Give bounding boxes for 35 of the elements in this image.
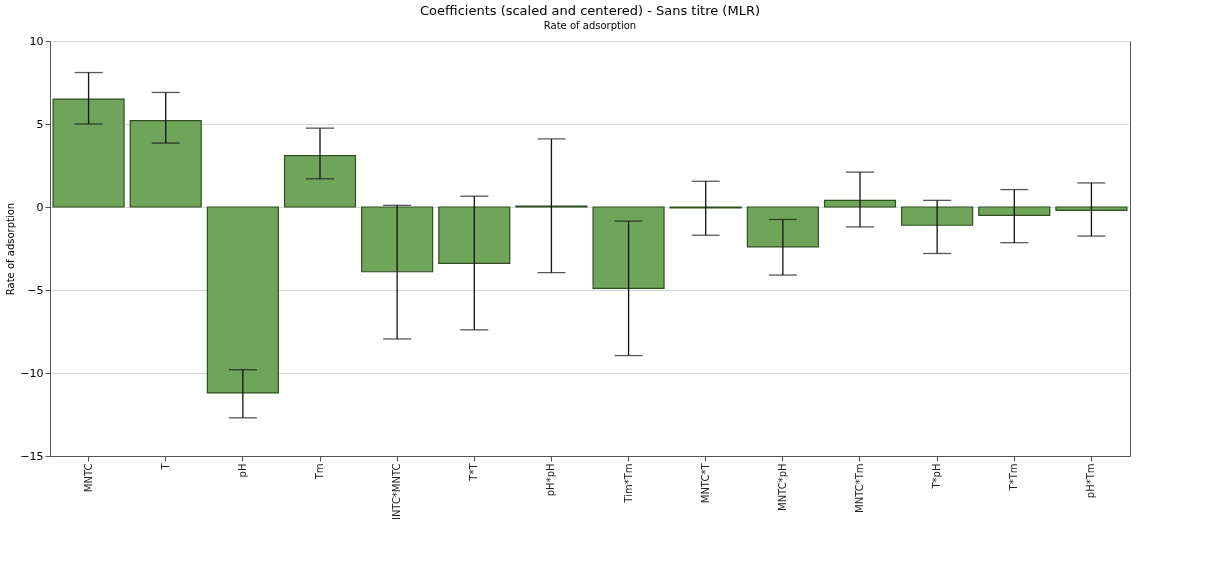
x-tick-label: T*T — [468, 462, 480, 482]
x-tick-label: T — [159, 462, 171, 471]
bar — [206, 206, 279, 394]
x-tick-label: MNTC*T — [699, 462, 711, 504]
bar — [823, 199, 897, 208]
bar — [283, 154, 357, 208]
x-tick-label: MNTC*Tm — [854, 463, 865, 513]
y-tick-label: −10 — [20, 366, 44, 380]
x-tick-label: INTC*MNTC — [391, 463, 403, 521]
x-tick-label: pH*Tm — [1085, 463, 1097, 499]
bar — [1055, 206, 1128, 211]
chart-title: Coefficients (scaled and centered) - Sans titre (MLR) — [420, 3, 760, 18]
y-tick-label: −15 — [20, 449, 44, 463]
y-tick-label: 10 — [29, 34, 44, 48]
y-tick-label: −5 — [27, 283, 44, 297]
bar — [592, 206, 665, 289]
chart-subtitle: Rate of adsorption — [543, 20, 637, 31]
bar — [746, 206, 819, 248]
bar — [978, 206, 1051, 216]
bar — [361, 206, 434, 273]
x-tick-label: pH*pH — [545, 463, 557, 497]
bar — [438, 206, 511, 265]
bar — [52, 98, 125, 208]
x-tick-label: Tm — [314, 463, 325, 481]
x-tick-label: MNTC — [82, 463, 94, 493]
bar — [901, 206, 974, 226]
x-tick-label: Tim*Tm — [622, 463, 634, 504]
bar — [129, 120, 202, 208]
x-tick-label: T*Tm — [1008, 463, 1020, 492]
y-tick-label: 0 — [36, 200, 44, 214]
x-tick-label: MNTC*pH — [776, 463, 788, 511]
y-axis-title: Rate of adsorption — [5, 202, 17, 296]
x-tick-label: pH — [236, 463, 248, 478]
y-tick-label: 5 — [36, 117, 44, 131]
x-tick-label: T*pH — [931, 463, 943, 490]
